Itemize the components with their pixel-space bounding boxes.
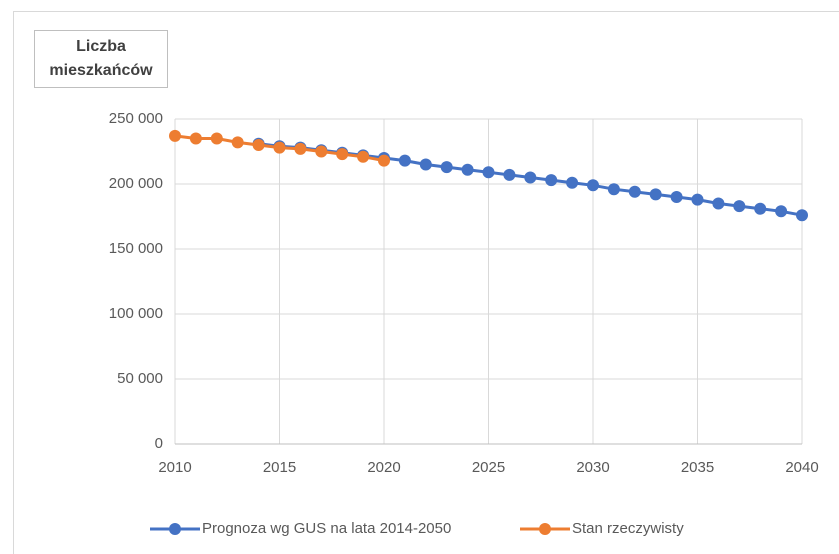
data-point <box>189 132 202 145</box>
data-point <box>315 145 328 158</box>
x-tick-label: 2015 <box>263 459 296 476</box>
data-point <box>357 150 370 163</box>
data-point <box>398 154 411 167</box>
data-point <box>336 148 349 161</box>
data-point <box>712 197 725 210</box>
x-tick-label: 2035 <box>681 459 714 476</box>
data-point <box>273 141 286 154</box>
legend-label: Stan rzeczywisty <box>572 520 684 537</box>
data-point <box>210 132 223 145</box>
data-point <box>378 154 390 167</box>
data-point <box>775 205 788 218</box>
data-point <box>419 158 432 171</box>
data-point <box>503 168 516 181</box>
data-point <box>628 185 641 198</box>
y-tick-label: 0 <box>155 435 163 452</box>
data-point <box>231 136 244 149</box>
legend-marker <box>539 523 551 535</box>
data-point <box>566 176 579 189</box>
x-tick-label: 2010 <box>158 459 191 476</box>
data-point <box>796 209 808 222</box>
data-point <box>294 142 307 155</box>
y-tick-label: 250 000 <box>109 110 163 127</box>
y-tick-label: 50 000 <box>117 370 163 387</box>
data-point <box>670 191 683 203</box>
data-point <box>754 202 767 215</box>
data-point <box>252 139 265 151</box>
legend-label: Prognoza wg GUS na lata 2014-2050 <box>202 520 451 537</box>
y-tick-label: 200 000 <box>109 175 163 192</box>
data-point <box>545 174 558 187</box>
data-point <box>482 166 495 179</box>
data-point <box>691 193 704 206</box>
x-tick-label: 2040 <box>785 459 818 476</box>
x-tick-label: 2030 <box>576 459 609 476</box>
data-point <box>587 179 599 192</box>
legend-marker <box>169 523 181 535</box>
data-point <box>169 129 181 142</box>
data-point <box>649 188 662 201</box>
data-point <box>733 200 746 213</box>
data-point <box>607 183 620 196</box>
y-tick-label: 150 000 <box>109 240 163 257</box>
x-tick-label: 2025 <box>472 459 505 476</box>
chart-border <box>13 11 839 554</box>
data-point <box>440 161 453 174</box>
x-tick-label: 2020 <box>367 459 400 476</box>
data-point <box>524 171 537 184</box>
y-tick-label: 100 000 <box>109 305 163 322</box>
data-point <box>461 163 474 176</box>
y-axis-label: Liczba mieszkańców <box>34 30 168 88</box>
